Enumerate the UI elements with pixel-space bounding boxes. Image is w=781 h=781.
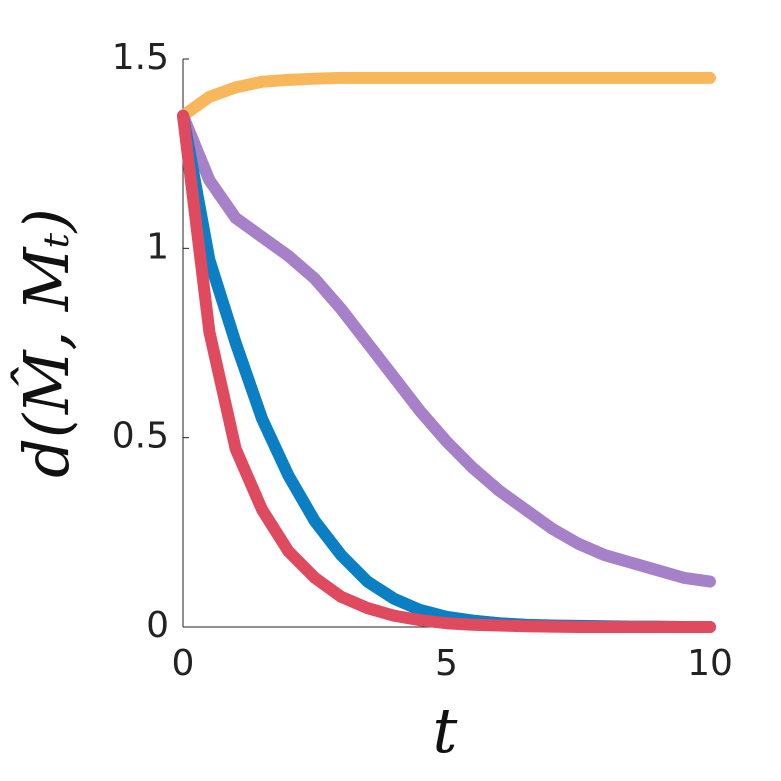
y-tick-label: 0.5 <box>112 416 169 457</box>
x-tick-label: 0 <box>172 643 195 684</box>
series-line <box>177 109 716 588</box>
y-axis-label: d(M̂, Mₜ) <box>10 208 83 478</box>
x-axis-label: t <box>433 694 458 767</box>
x-tick-label: 10 <box>687 643 733 684</box>
y-tick-label: 0 <box>146 605 169 646</box>
x-tick-label: 5 <box>435 643 458 684</box>
series-line <box>177 109 716 633</box>
series-line <box>177 109 716 633</box>
y-tick-label: 1 <box>146 226 169 267</box>
series-line <box>177 71 716 122</box>
y-tick-label: 1.5 <box>112 37 169 78</box>
